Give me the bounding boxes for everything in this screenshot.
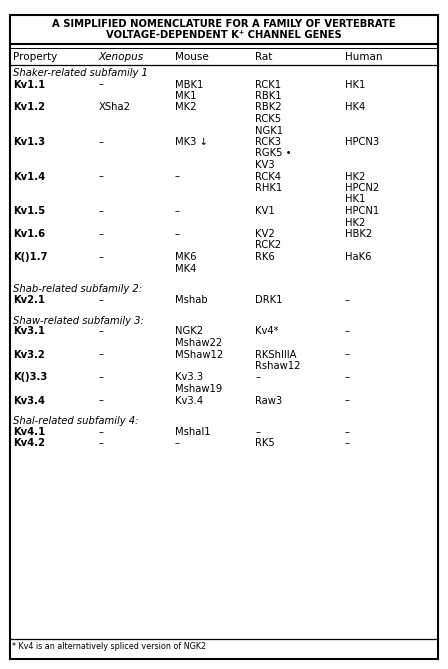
Text: NGK2: NGK2 [175, 326, 203, 337]
Text: * Kv4 is an alternatively spliced version of NGK2: * Kv4 is an alternatively spliced versio… [12, 642, 206, 651]
Text: Mshab: Mshab [175, 295, 207, 305]
Text: –: – [345, 373, 350, 383]
Text: –: – [345, 438, 350, 448]
Text: KV2: KV2 [255, 229, 275, 239]
Text: –: – [99, 349, 103, 359]
Text: Kv4*: Kv4* [255, 326, 279, 337]
Text: MK6: MK6 [175, 252, 196, 262]
Text: Shaw-related subfamily 3:: Shaw-related subfamily 3: [13, 316, 144, 326]
Text: –: – [99, 373, 103, 383]
Text: –: – [99, 229, 103, 239]
Text: Kv4.1: Kv4.1 [13, 427, 46, 437]
Text: –: – [99, 326, 103, 337]
Text: Kv3.3: Kv3.3 [175, 373, 203, 383]
Text: VOLTAGE-DEPENDENT K⁺ CHANNEL GENES: VOLTAGE-DEPENDENT K⁺ CHANNEL GENES [106, 30, 342, 40]
Text: HK2: HK2 [345, 217, 365, 227]
Text: HK2: HK2 [345, 171, 365, 181]
Text: Xenopus: Xenopus [99, 52, 144, 62]
Text: –: – [99, 438, 103, 448]
Text: RCK2: RCK2 [255, 240, 281, 250]
Text: Kv1.1: Kv1.1 [13, 80, 46, 90]
Text: RK6: RK6 [255, 252, 275, 262]
Text: RHK1: RHK1 [255, 183, 283, 193]
Text: Rat: Rat [255, 52, 273, 62]
Text: MBK1: MBK1 [175, 80, 203, 90]
Text: Shab-related subfamily 2:: Shab-related subfamily 2: [13, 284, 142, 294]
Text: Kv4.2: Kv4.2 [13, 438, 45, 448]
Text: –: – [99, 295, 103, 305]
Text: –: – [99, 252, 103, 262]
Text: HBK2: HBK2 [345, 229, 372, 239]
Text: KV3: KV3 [255, 160, 275, 170]
Text: –: – [175, 171, 180, 181]
Text: MK2: MK2 [175, 102, 196, 112]
Text: MK1: MK1 [175, 91, 196, 101]
Text: Kv1.5: Kv1.5 [13, 206, 46, 216]
Text: –: – [255, 427, 260, 437]
Text: Mouse: Mouse [175, 52, 208, 62]
Text: HPCN2: HPCN2 [345, 183, 379, 193]
Text: –: – [99, 206, 103, 216]
Text: –: – [99, 171, 103, 181]
Text: K()1.7: K()1.7 [13, 252, 48, 262]
Text: Kv1.2: Kv1.2 [13, 102, 45, 112]
Text: RBK1: RBK1 [255, 91, 282, 101]
Text: Kv3.4: Kv3.4 [13, 395, 45, 405]
Text: –: – [99, 427, 103, 437]
Text: –: – [99, 395, 103, 405]
Text: DRK1: DRK1 [255, 295, 283, 305]
Text: –: – [345, 427, 350, 437]
Text: MK4: MK4 [175, 264, 196, 274]
Text: Mshal1: Mshal1 [175, 427, 211, 437]
Text: Kv3.2: Kv3.2 [13, 349, 45, 359]
Text: –: – [175, 229, 180, 239]
Text: Mshaw22: Mshaw22 [175, 338, 222, 348]
Text: RCK5: RCK5 [255, 114, 281, 124]
Text: –: – [175, 438, 180, 448]
Text: Kv3.1: Kv3.1 [13, 326, 45, 337]
Text: HPCN3: HPCN3 [345, 137, 379, 147]
Text: Kv1.6: Kv1.6 [13, 229, 46, 239]
Text: –: – [345, 349, 350, 359]
Text: Kv1.4: Kv1.4 [13, 171, 46, 181]
Text: –: – [99, 137, 103, 147]
Text: Rshaw12: Rshaw12 [255, 361, 301, 371]
Text: Human: Human [345, 52, 383, 62]
Text: Raw3: Raw3 [255, 395, 283, 405]
Text: K()3.3: K()3.3 [13, 373, 47, 383]
Text: XSha2: XSha2 [99, 102, 130, 112]
Text: HK4: HK4 [345, 102, 365, 112]
Text: HK1: HK1 [345, 80, 365, 90]
Text: RGK5 •: RGK5 • [255, 149, 292, 159]
Text: NGK1: NGK1 [255, 126, 284, 136]
Text: Mshaw19: Mshaw19 [175, 384, 222, 394]
Text: Kv2.1: Kv2.1 [13, 295, 45, 305]
Text: MK3 ↓: MK3 ↓ [175, 137, 207, 147]
Text: –: – [345, 395, 350, 405]
Text: KV1: KV1 [255, 206, 275, 216]
Text: MShaw12: MShaw12 [175, 349, 223, 359]
Text: A SIMPLIFIED NOMENCLATURE FOR A FAMILY OF VERTEBRATE: A SIMPLIFIED NOMENCLATURE FOR A FAMILY O… [52, 19, 396, 29]
Text: HPCN1: HPCN1 [345, 206, 379, 216]
Text: –: – [175, 206, 180, 216]
Text: Shaker-related subfamily 1: Shaker-related subfamily 1 [13, 68, 148, 78]
Text: RKShIIIA: RKShIIIA [255, 349, 297, 359]
Text: –: – [345, 326, 350, 337]
Text: HaK6: HaK6 [345, 252, 371, 262]
Text: RCK4: RCK4 [255, 171, 281, 181]
Text: RK5: RK5 [255, 438, 275, 448]
Text: RCK1: RCK1 [255, 80, 281, 90]
Text: –: – [345, 295, 350, 305]
Text: RBK2: RBK2 [255, 102, 282, 112]
Text: RCK3: RCK3 [255, 137, 281, 147]
Text: Shal-related subfamily 4:: Shal-related subfamily 4: [13, 416, 139, 426]
Text: Kv3.4: Kv3.4 [175, 395, 203, 405]
Text: Kv1.3: Kv1.3 [13, 137, 45, 147]
Text: –: – [99, 80, 103, 90]
Text: Property: Property [13, 52, 58, 62]
Text: HK1: HK1 [345, 195, 365, 205]
Text: –: – [255, 373, 260, 383]
